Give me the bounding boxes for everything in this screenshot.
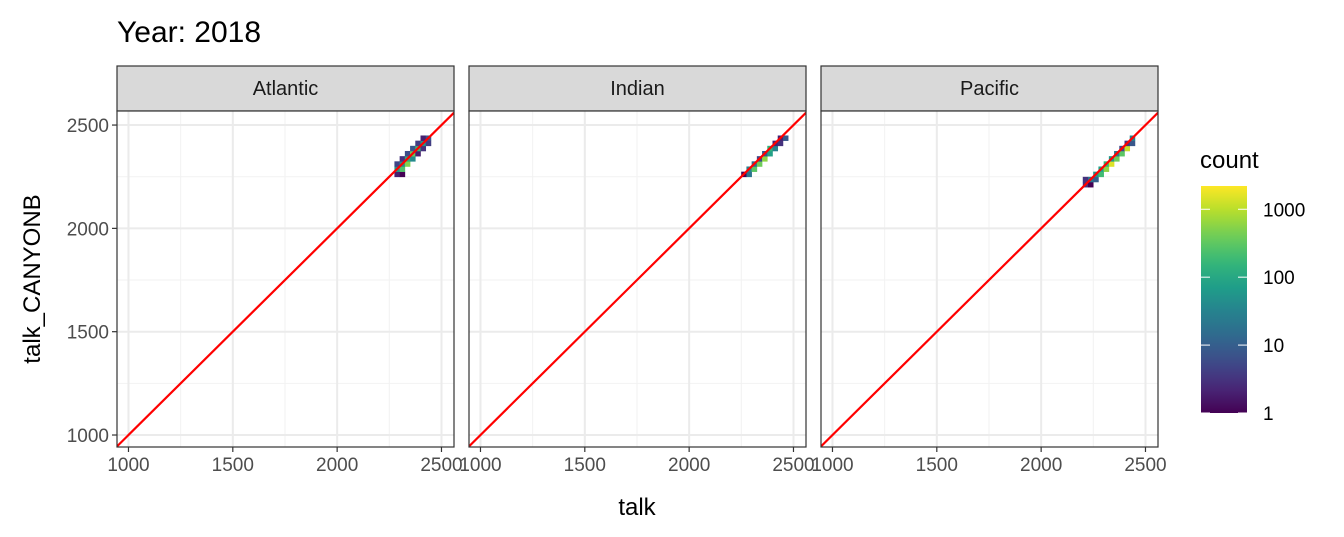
y-axis-label: talk_CANYONB — [19, 194, 46, 363]
bin-cell — [415, 140, 421, 147]
bin-cell — [777, 140, 784, 147]
x-tick-label: 1500 — [564, 455, 606, 476]
bin-cell — [410, 145, 416, 152]
bin-cell — [410, 156, 416, 162]
bin-cell — [399, 171, 406, 178]
bin-cell — [394, 161, 400, 167]
bin-cell — [420, 145, 427, 152]
bin-cell — [415, 150, 421, 157]
bin-cell — [404, 150, 411, 157]
x-tick-label: 2000 — [668, 455, 710, 476]
bin-cell — [772, 145, 779, 152]
x-tick-label: 1000 — [459, 455, 501, 476]
bin-cell — [1124, 145, 1131, 152]
panel-border — [820, 110, 1159, 448]
x-axis-label: talk — [618, 494, 656, 521]
bin-cell — [762, 156, 768, 162]
facet-strip-label: Atlantic — [253, 78, 319, 100]
reference-line — [821, 111, 1158, 447]
facet-panel-atlantic: Atlantic 1000 1500 2000 2500 1000 1500 2000 2500 — [67, 65, 463, 476]
x-tick-label: 2500 — [772, 455, 814, 476]
bin-cell — [1082, 176, 1089, 183]
x-tick-label: 1500 — [212, 455, 254, 476]
bin-cell — [767, 150, 773, 157]
panel-border — [116, 110, 455, 448]
bin-cell — [1114, 156, 1120, 162]
x-tick-label: 1500 — [916, 455, 958, 476]
reference-line — [117, 111, 454, 447]
bin-cell — [404, 161, 411, 167]
x-tick-label: 2000 — [1020, 455, 1062, 476]
bin-cell — [746, 171, 752, 178]
bin-cell — [756, 161, 763, 167]
bin-cell — [399, 166, 406, 172]
legend-tick-label: 100 — [1263, 268, 1295, 289]
bin-cell — [1129, 140, 1136, 147]
y-tick-label: 1500 — [67, 323, 109, 344]
x-tick-label: 1000 — [107, 455, 149, 476]
bin-cell — [420, 135, 427, 141]
x-tick-label: 2500 — [420, 455, 462, 476]
facet-strip — [468, 65, 807, 112]
x-tick-label: 2500 — [1124, 455, 1166, 476]
y-tick-label: 1000 — [67, 426, 109, 447]
legend-tick-label: 10 — [1263, 336, 1284, 357]
reference-line — [469, 111, 806, 447]
bin-cell — [1093, 176, 1099, 183]
legend-colorbar — [1201, 186, 1247, 413]
bin-cell — [1087, 181, 1094, 188]
facet-strip-label: Indian — [610, 78, 665, 100]
chart-title: Year: 2018 — [117, 16, 261, 49]
y-tick-label: 2500 — [67, 116, 109, 137]
bin-cell — [1103, 166, 1110, 172]
bin-cell — [1098, 171, 1104, 178]
bin-cell — [782, 135, 789, 141]
y-tick-label: 2000 — [67, 219, 109, 240]
facet-strip-label: Pacific — [960, 78, 1019, 100]
bin-cell — [1119, 150, 1125, 157]
facet-panel-indian: Indian 1000 1500 2000 2500 — [459, 65, 815, 476]
bin-cell — [399, 156, 406, 162]
bin-cell — [394, 171, 400, 178]
facet-strip — [116, 65, 455, 112]
facet-panel-pacific: Pacific 1000 1500 2000 2500 — [811, 65, 1167, 476]
legend-tick-label: 1 — [1263, 404, 1274, 425]
facet-strip — [820, 65, 1159, 112]
legend: 1 10 100 1000 — [1201, 186, 1305, 425]
bin-cell — [425, 140, 432, 147]
legend-title: count — [1200, 147, 1259, 174]
x-tick-label: 1000 — [811, 455, 853, 476]
legend-tick-label: 1000 — [1263, 200, 1305, 221]
bin-cell — [751, 166, 758, 172]
x-tick-label: 2000 — [316, 455, 358, 476]
panel-border — [468, 110, 807, 448]
bin-cell — [1108, 161, 1115, 167]
